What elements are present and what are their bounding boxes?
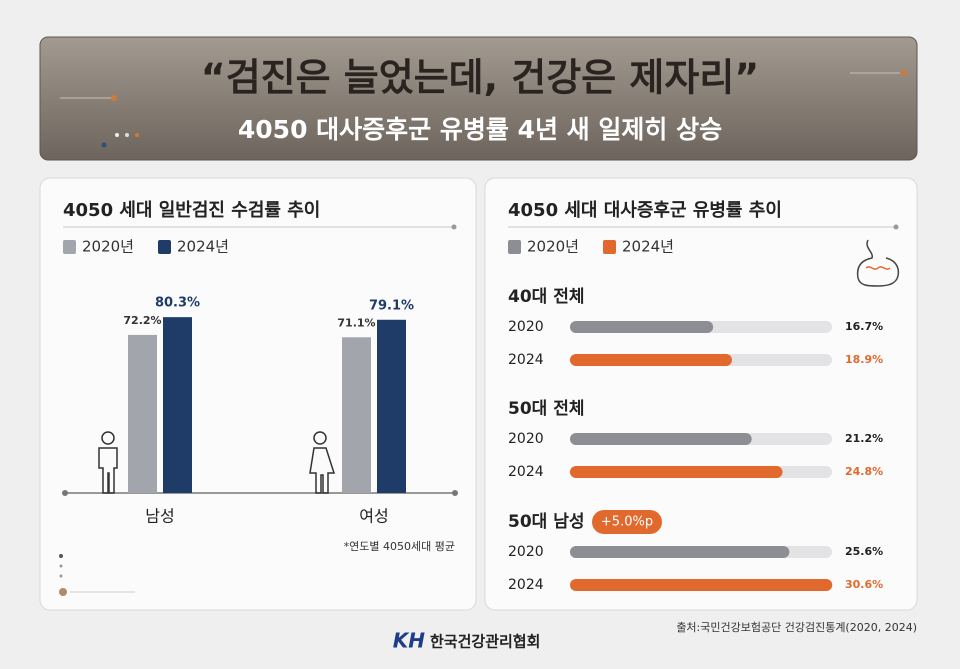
decor-dot	[451, 224, 457, 230]
row-label: 2024	[508, 577, 544, 593]
header-subtitle: 4050 대사증후군 유병률 4년 새 일제히 상승	[238, 115, 722, 144]
decor-dot	[135, 133, 139, 137]
logo-name: 한국건강관리협회	[430, 633, 540, 651]
decor-dot	[901, 70, 907, 76]
bar	[570, 466, 783, 478]
decor-dot	[59, 554, 63, 558]
value-label: 21.2%	[845, 432, 883, 445]
row-label: 2024	[508, 464, 544, 480]
decor-dot	[62, 490, 68, 496]
note: *연도별 4050세대 평균	[344, 540, 455, 553]
decor-dot	[125, 133, 129, 137]
legend-label: 2020년	[527, 238, 579, 256]
legend-label: 2024년	[622, 238, 674, 256]
value-label: 71.1%	[337, 316, 375, 329]
group-label: 50대 전체	[508, 399, 585, 419]
female-icon	[309, 431, 336, 494]
annotation-badge	[592, 510, 662, 534]
row-label: 2024	[508, 352, 544, 368]
bar	[342, 337, 371, 493]
legend-swatch	[603, 240, 616, 254]
decor-dot	[893, 224, 899, 230]
bar	[570, 321, 714, 333]
annotation: +5.0%p	[601, 515, 653, 530]
value-label: 72.2%	[123, 314, 161, 327]
logo-mark: KH	[393, 629, 425, 653]
row-label: 2020	[508, 319, 544, 335]
value-label: 79.1%	[369, 298, 414, 313]
decor-dot	[115, 133, 119, 137]
bar	[377, 319, 406, 493]
decor-dot	[452, 490, 458, 496]
chart-title: 4050 세대 일반검진 수검률 추이	[63, 200, 320, 221]
source: 출처:국민건강보험공단 건강검진통계(2020, 2024)	[676, 621, 917, 634]
bar	[570, 433, 752, 445]
bar	[128, 334, 157, 493]
value-label: 24.8%	[845, 465, 883, 478]
decor-dot	[59, 588, 67, 596]
row-label: 2020	[508, 431, 544, 447]
legend-label: 2020년	[82, 238, 134, 256]
legend-swatch	[508, 240, 521, 254]
chart-title: 4050 세대 대사증후군 유병률 추이	[508, 200, 782, 221]
bar	[570, 546, 790, 558]
value-label: 30.6%	[845, 578, 883, 591]
x-tick-label: 남성	[145, 507, 174, 526]
group-label: 40대 전체	[508, 287, 585, 307]
header-box	[39, 36, 918, 161]
group-label: 50대 남성	[508, 512, 585, 532]
intestine-icon	[856, 239, 900, 287]
legend-label: 2024년	[177, 238, 229, 256]
x-tick-label: 여성	[359, 507, 388, 526]
left-panel	[39, 177, 477, 611]
value-label: 80.3%	[155, 296, 200, 311]
bar	[163, 317, 192, 493]
value-label: 18.9%	[845, 353, 883, 366]
legend-swatch	[63, 240, 76, 254]
legend-swatch	[158, 240, 171, 254]
header-title: “검진은 늘었는데, 건강은 제자리”	[201, 56, 760, 100]
decor-dot	[59, 564, 63, 568]
row-label: 2020	[508, 544, 544, 560]
right-panel	[484, 177, 918, 611]
decor-dot	[111, 95, 117, 101]
male-icon	[98, 431, 118, 494]
value-label: 16.7%	[845, 320, 883, 333]
bar	[570, 579, 833, 591]
decor-dot	[101, 142, 107, 148]
decor-dot	[59, 574, 63, 578]
value-label: 25.6%	[845, 545, 883, 558]
bar	[570, 354, 732, 366]
